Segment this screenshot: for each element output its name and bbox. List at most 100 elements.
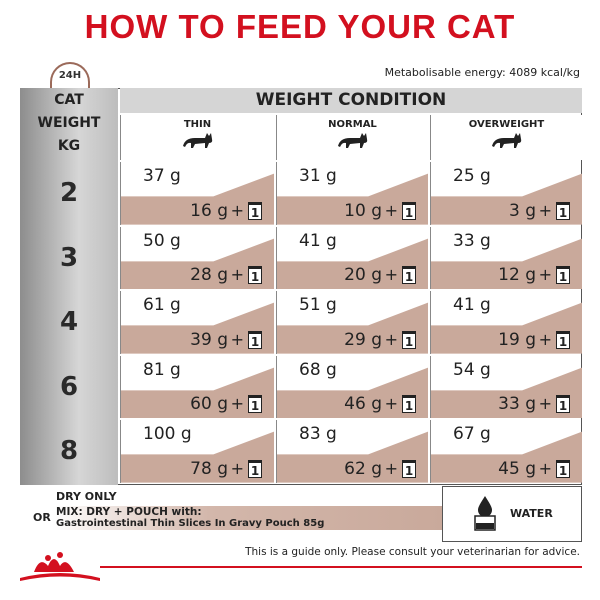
dry-amount: 67 g — [453, 424, 491, 445]
mix-amount: 10 g — [344, 200, 382, 221]
plus: + — [538, 200, 552, 220]
plus: + — [384, 394, 398, 414]
weight: 8 — [59, 436, 79, 467]
dry-amount: 81 g — [143, 359, 181, 380]
mix-band — [121, 432, 274, 483]
mix-band — [431, 302, 582, 354]
plus: + — [384, 200, 398, 220]
cat-icon — [182, 133, 212, 148]
cat-icon — [337, 133, 367, 148]
pouch: 1 — [248, 266, 262, 285]
plus: + — [538, 265, 552, 285]
cell: 31 g 10 g +1 — [276, 162, 428, 225]
cell: 68 g 46 g +1 — [276, 355, 428, 419]
cell: 50 g 28 g +1 — [120, 226, 274, 290]
mix-amount: 45 g — [498, 458, 536, 479]
water-icon — [474, 496, 496, 531]
energy: Metabolisable energy: 4089 kcal/kg — [384, 66, 580, 79]
mix-band — [431, 367, 582, 419]
plus: + — [230, 200, 244, 220]
mix-amount: 60 g — [190, 394, 228, 415]
column-label: THIN — [183, 119, 212, 130]
dry-amount: 41 g — [299, 230, 337, 251]
mix-box — [52, 506, 442, 530]
cell: 81 g 60 g +1 — [120, 355, 274, 419]
plus: + — [384, 265, 398, 285]
cell: 33 g 12 g +1 — [430, 226, 582, 290]
column-header: NORMAL — [276, 115, 428, 160]
corner-label: KG — [57, 138, 81, 154]
column-label: OVERWEIGHT — [468, 119, 545, 130]
mix-amount: 39 g — [190, 329, 228, 350]
cell: 37 g 16 g +1 — [120, 162, 274, 225]
pouch: 1 — [402, 330, 416, 349]
column-label: NORMAL — [328, 119, 377, 130]
corner-label: WEIGHT — [37, 115, 101, 131]
pouch: 1 — [248, 330, 262, 349]
pouch: 1 — [402, 459, 416, 478]
footer: This is a guide only. Please consult you… — [245, 546, 580, 558]
cell: 100 g 78 g +1 — [120, 420, 274, 483]
mix-band — [121, 238, 274, 290]
mix-band — [431, 432, 582, 483]
mix-amount: 12 g — [498, 265, 536, 286]
badge: 24H — [50, 62, 90, 88]
cat-icon — [491, 133, 521, 148]
dry-amount: 41 g — [453, 295, 491, 316]
pouch: 1 — [248, 395, 262, 414]
plus: + — [538, 458, 552, 478]
mix-amount: 19 g — [498, 329, 536, 350]
mix-amount: 16 g — [190, 200, 228, 221]
mix-amount: 29 g — [344, 329, 382, 350]
cell: 51 g 29 g +1 — [276, 291, 428, 354]
mix-amount: 20 g — [344, 265, 382, 286]
dry-amount: 31 g — [299, 166, 337, 186]
dry-amount: 83 g — [299, 424, 337, 445]
mix-amount: 78 g — [190, 458, 228, 479]
mix-amount: 3 g — [508, 200, 536, 221]
pouch: 1 — [248, 459, 262, 478]
weight: 4 — [59, 307, 79, 338]
pouch: 1 — [402, 266, 416, 285]
mix-amount: 33 g — [498, 394, 536, 415]
cell: 61 g 39 g +1 — [120, 291, 274, 354]
dry-amount: 50 g — [143, 230, 181, 251]
dry-only: DRY ONLY — [56, 490, 117, 503]
dry-amount: 51 g — [299, 295, 337, 316]
pouch: 1 — [556, 395, 570, 414]
mix-band — [431, 238, 582, 290]
corner-label: CAT — [54, 92, 84, 108]
brand-line — [100, 566, 582, 568]
title: HOW TO FEED YOUR CAT — [84, 8, 516, 45]
weight-column — [20, 88, 118, 485]
mix-label: MIX: DRY + POUCH with: — [56, 506, 202, 518]
plus: + — [230, 265, 244, 285]
pouch: 1 — [556, 330, 570, 349]
cell: 54 g 33 g +1 — [430, 355, 582, 419]
weight: 2 — [59, 178, 79, 208]
column-header: OVERWEIGHT — [430, 115, 582, 160]
mix-band — [121, 367, 274, 419]
weight: 6 — [59, 371, 79, 402]
water-box — [442, 486, 582, 542]
cell: 83 g 62 g +1 — [276, 420, 428, 483]
plus: + — [384, 458, 398, 478]
pouch: 1 — [556, 459, 570, 478]
mix-band — [431, 173, 582, 225]
plus: + — [230, 329, 244, 349]
mix-band — [277, 367, 428, 419]
brand-logo — [20, 552, 100, 581]
dry-amount: 37 g — [143, 166, 181, 186]
plus: + — [384, 329, 398, 349]
plus: + — [230, 458, 244, 478]
mix-band — [121, 173, 274, 225]
dry-amount: 68 g — [299, 359, 337, 380]
mix-band — [277, 238, 428, 290]
dry-amount: 54 g — [453, 359, 491, 380]
mix-band — [277, 302, 428, 354]
plus: + — [230, 394, 244, 414]
dry-amount: 25 g — [453, 166, 491, 186]
plus: + — [538, 394, 552, 414]
mix-amount: 46 g — [344, 394, 382, 415]
